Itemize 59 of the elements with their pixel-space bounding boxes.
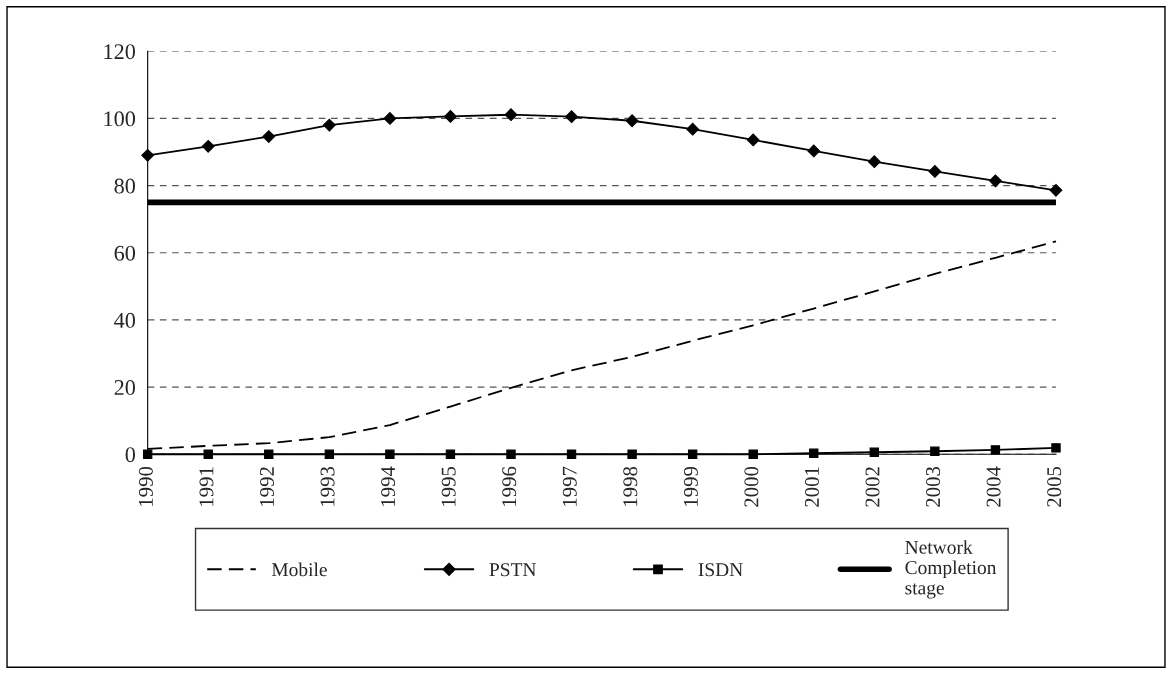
- point: [625, 114, 639, 128]
- point: [445, 449, 456, 459]
- x-tick-label: 2001: [804, 467, 819, 507]
- point: [627, 449, 637, 459]
- x-tick-label: 2002: [865, 467, 880, 507]
- y-tick-label: 120: [104, 44, 136, 60]
- point: [385, 449, 395, 459]
- point: [1049, 183, 1063, 197]
- point: [809, 448, 819, 458]
- x-tick-label: 2000: [744, 466, 759, 507]
- point: [324, 449, 335, 459]
- legend-label: ISDN: [698, 563, 743, 577]
- x-tick-label: 1992: [259, 467, 274, 506]
- point: [565, 110, 578, 124]
- y-tick-label: 20: [114, 380, 136, 396]
- point: [748, 449, 758, 459]
- x-tick-label: 2004: [986, 466, 1001, 507]
- point: [506, 449, 516, 459]
- point: [1051, 443, 1061, 453]
- x-tick-label: 1991: [199, 467, 214, 506]
- point: [504, 108, 518, 122]
- x-tick-label: 1995: [441, 466, 456, 506]
- point: [262, 130, 276, 143]
- point: [264, 449, 274, 459]
- y-tick-label: 60: [114, 245, 136, 261]
- x-tick-label: 1999: [683, 466, 698, 506]
- legend-label: PSTN: [489, 563, 537, 577]
- point: [383, 111, 397, 125]
- legend-label: Mobile: [271, 562, 327, 577]
- y-tick-label: 0: [125, 447, 136, 463]
- point: [989, 174, 1002, 188]
- point: [142, 449, 153, 459]
- point: [928, 165, 942, 178]
- y-tick-label: 40: [114, 312, 136, 328]
- x-tick-label: 1998: [623, 466, 638, 506]
- point: [746, 133, 760, 147]
- point: [867, 155, 881, 169]
- y-tick-label: 80: [114, 178, 136, 194]
- point: [566, 449, 577, 459]
- x-tick-label: 1997: [562, 466, 577, 506]
- x-tick-label: 1996: [502, 466, 517, 506]
- point: [990, 445, 1001, 455]
- legend-label: Network Completion stage: [905, 540, 997, 599]
- point: [201, 139, 215, 153]
- x-tick-label: 2003: [926, 466, 941, 507]
- x-tick-label: 1994: [381, 466, 396, 506]
- point: [686, 122, 700, 136]
- point: [444, 109, 457, 123]
- point: [869, 447, 879, 457]
- point: [930, 446, 940, 456]
- point: [322, 118, 336, 132]
- point: [203, 449, 213, 459]
- x-tick-label: 2005: [1047, 466, 1062, 507]
- point: [687, 449, 698, 459]
- point: [807, 144, 821, 158]
- x-tick-label: 1990: [138, 466, 153, 506]
- x-tick-label: 1993: [320, 466, 335, 506]
- y-tick-label: 100: [104, 111, 136, 127]
- point: [141, 148, 155, 162]
